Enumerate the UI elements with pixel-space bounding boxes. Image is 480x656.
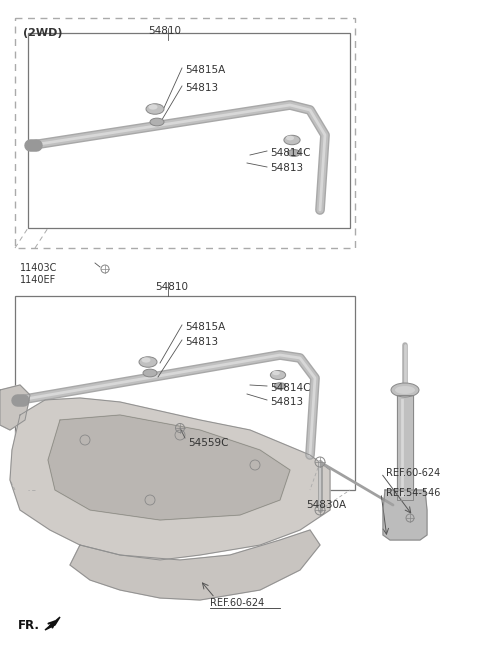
Text: 11403C: 11403C [20,263,58,273]
Text: 54815A: 54815A [185,65,225,75]
Text: (2WD): (2WD) [23,28,62,38]
Polygon shape [0,385,30,430]
Ellipse shape [139,357,157,367]
Text: 54815A: 54815A [185,322,225,332]
Ellipse shape [284,135,300,145]
Ellipse shape [395,386,415,394]
Ellipse shape [143,369,157,377]
Bar [28,33,350,228]
Text: 1140EF: 1140EF [20,275,56,285]
Text: 54813: 54813 [185,83,218,93]
Ellipse shape [150,118,164,126]
Ellipse shape [286,136,294,140]
Polygon shape [70,530,320,600]
Text: REF.60-624: REF.60-624 [210,598,264,608]
Ellipse shape [274,382,286,389]
Ellipse shape [148,104,157,110]
Bar [15,18,355,248]
Polygon shape [10,398,330,560]
Text: REF.60-624: REF.60-624 [386,468,440,478]
Text: FR.: FR. [18,619,40,632]
Text: REF.54-546: REF.54-546 [386,488,440,498]
Ellipse shape [272,371,280,375]
Text: 54810: 54810 [148,26,181,36]
Text: 54813: 54813 [270,163,303,173]
Ellipse shape [288,150,300,157]
Text: 54813: 54813 [270,397,303,407]
Text: 54830A: 54830A [306,500,346,510]
Polygon shape [397,395,413,500]
Ellipse shape [146,104,164,114]
Ellipse shape [270,371,286,379]
Text: 54810: 54810 [155,282,188,292]
Text: 54814C: 54814C [270,148,311,158]
Text: 54813: 54813 [185,337,218,347]
Polygon shape [383,490,427,540]
Text: 54814C: 54814C [270,383,311,393]
Ellipse shape [391,383,419,397]
Polygon shape [45,617,60,630]
Text: 54559C: 54559C [188,438,228,448]
Ellipse shape [142,358,151,363]
Bar [15,296,355,490]
Polygon shape [48,415,290,520]
